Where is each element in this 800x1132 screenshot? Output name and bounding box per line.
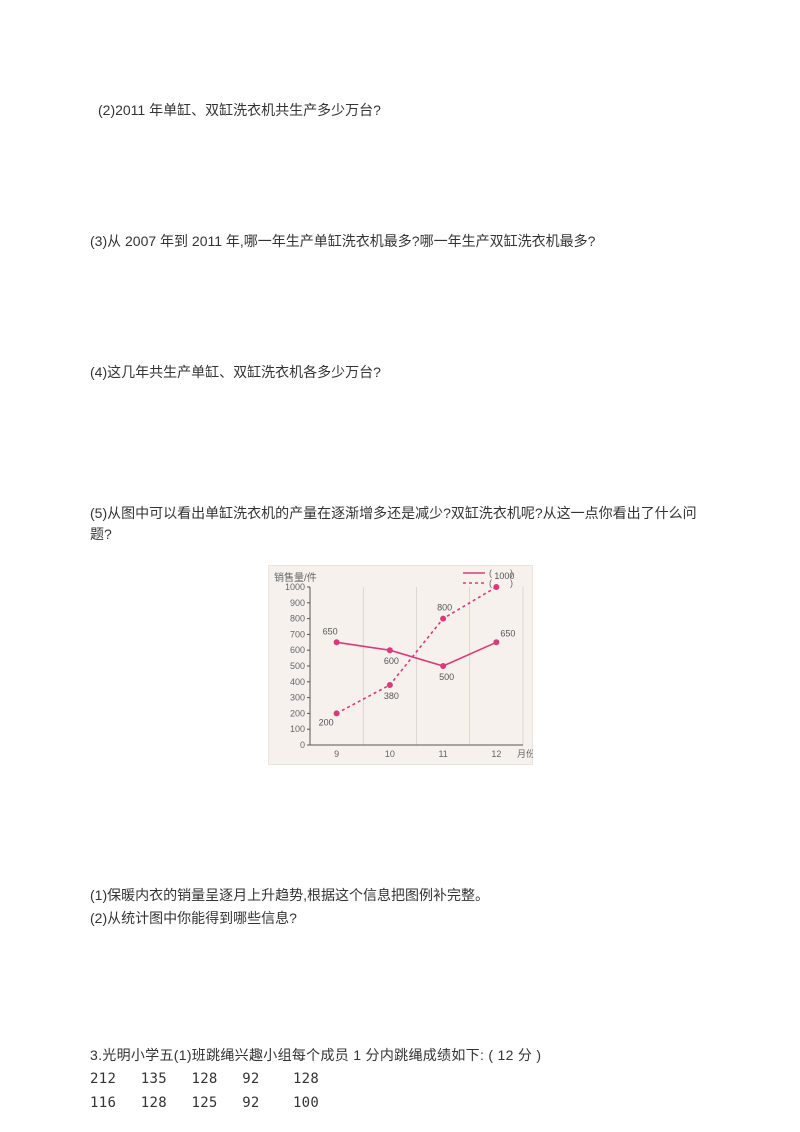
question-6-title: 3.光明小学五(1)班跳绳兴趣小组每个成员 1 分内跳绳成绩如下: ( 12 分…: [90, 1044, 710, 1068]
svg-text:10: 10: [384, 749, 394, 759]
svg-text:400: 400: [289, 677, 304, 687]
svg-text:9: 9: [334, 749, 339, 759]
svg-text:销售量/件: 销售量/件: [274, 571, 317, 584]
svg-text:1000: 1000: [494, 571, 514, 581]
svg-text:月份: 月份: [517, 748, 533, 759]
sub-question-2: (2)从统计图中你能得到哪些信息?: [90, 908, 710, 929]
svg-text:200: 200: [289, 708, 304, 718]
svg-text:800: 800: [437, 603, 452, 613]
question-4: (4)这几年共生产单缸、双缸洗衣机各多少万台?: [90, 362, 710, 383]
question-3: (3)从 2007 年到 2011 年,哪一年生产单缸洗衣机最多?哪一年生产双缸…: [90, 231, 710, 252]
svg-text:380: 380: [383, 691, 398, 701]
svg-text:700: 700: [289, 629, 304, 639]
svg-text:600: 600: [383, 656, 398, 666]
sales-chart: 0 100 200 300 400 500 600 700 800 900 1000 9 10 11 12 销…: [268, 565, 533, 765]
sub-question-1: (1)保暖内衣的销量呈逐月上升趋势,根据这个信息把图例补完整。: [90, 885, 710, 906]
svg-text:500: 500: [289, 661, 304, 671]
svg-text:100: 100: [289, 724, 304, 734]
svg-text:200: 200: [318, 717, 333, 727]
svg-text:11: 11: [438, 749, 447, 759]
svg-text:800: 800: [289, 614, 304, 624]
question-5: (5)从图中可以看出单缸洗衣机的产量在逐渐增多还是减少?双缸洗衣机呢?从这一点你…: [90, 503, 710, 545]
question-6: 3.光明小学五(1)班跳绳兴趣小组每个成员 1 分内跳绳成绩如下: ( 12 分…: [90, 1044, 710, 1115]
svg-text:900: 900: [289, 598, 304, 608]
svg-text:12: 12: [491, 749, 501, 759]
question-2: (2)2011 年单缸、双缸洗衣机共生产多少万台?: [90, 100, 710, 121]
svg-text:650: 650: [322, 626, 337, 636]
svg-text:0: 0: [299, 740, 304, 750]
data-row-2: 116 128 125 92 100: [90, 1092, 710, 1116]
svg-text:650: 650: [500, 628, 515, 638]
svg-text:500: 500: [439, 672, 454, 682]
svg-text:300: 300: [289, 693, 304, 703]
data-row-1: 212 135 128 92 128: [90, 1068, 710, 1092]
svg-text:600: 600: [289, 645, 304, 655]
chart-container: 0 100 200 300 400 500 600 700 800 900 1000 9 10 11 12 销…: [90, 565, 710, 765]
